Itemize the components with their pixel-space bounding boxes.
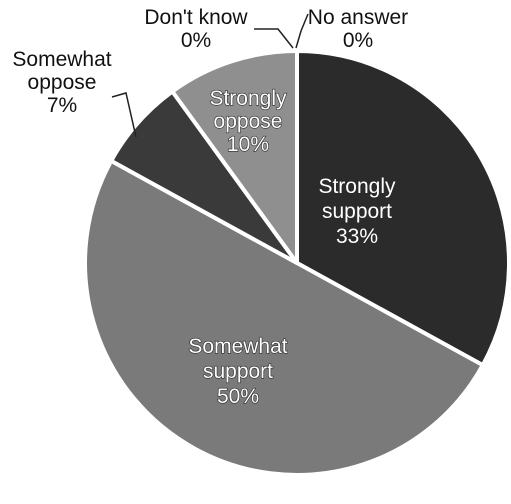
pie-slice [83, 158, 485, 477]
slice-label-line: 50% [217, 385, 259, 408]
slice-label-line: Somewhat [188, 335, 287, 358]
pie-slice [170, 49, 299, 265]
slice-label-line: No answer [308, 6, 408, 29]
slice-label-line: 0% [181, 29, 211, 52]
slice-label-line: Don't know [144, 6, 248, 29]
slice-label-line: 0% [343, 29, 373, 52]
slice-label-line: oppose [28, 71, 97, 94]
slice-label-line: 7% [47, 94, 77, 117]
slice-label: Strongly support 33% [318, 175, 396, 248]
slice-labels: Strongly support 33%Somewhat support 50%Some… [12, 6, 408, 409]
slice-label-line: support [203, 360, 273, 383]
slice-label: Strongly oppose 10% [209, 87, 287, 156]
slice-label-line: Somewhat [12, 48, 111, 71]
pie-slice [295, 49, 511, 368]
pie-slices [83, 49, 511, 477]
slice-label-line: Strongly [318, 175, 396, 198]
slice-label-line: 33% [336, 225, 378, 248]
label-leader-lines [111, 13, 309, 138]
leader-line [111, 92, 137, 138]
leader-line [254, 28, 294, 49]
slice-label-line: 10% [227, 133, 269, 156]
slice-label: No answer 0% [308, 6, 408, 52]
leader-line [295, 13, 309, 49]
slice-label: Somewhat support 50% [188, 335, 287, 408]
slice-label-line: support [322, 200, 392, 223]
slice-label: Don't know 0% [144, 6, 248, 52]
slice-label: Somewhat oppose 7% [12, 48, 111, 117]
slice-label-line: oppose [214, 110, 283, 133]
slice-label-line: Strongly [209, 87, 287, 110]
